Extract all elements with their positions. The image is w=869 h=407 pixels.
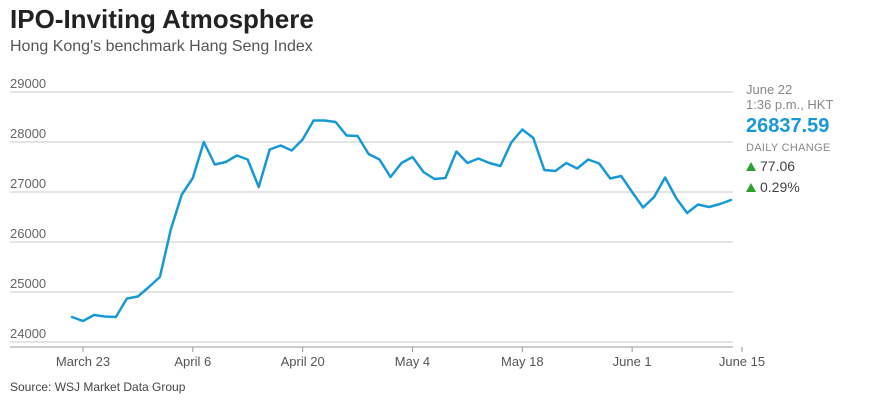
change-points: 77.06 [760, 158, 796, 174]
y-tick-label: 29000 [10, 76, 46, 91]
up-arrow-icon [746, 183, 756, 192]
y-tick-label: 24000 [10, 326, 46, 341]
summary-value: 26837.59 [746, 115, 830, 137]
x-tick-label: April 20 [281, 354, 325, 369]
y-tick-label: 26000 [10, 226, 46, 241]
summary-date: June 22 [746, 82, 793, 97]
y-tick-label: 27000 [10, 176, 46, 191]
change-points-row: 77.06 [746, 157, 866, 175]
summary-panel: June 22 1:36 p.m., HKT 26837.59 DAILY CH… [746, 82, 866, 196]
summary-time: 1:36 p.m., HKT [746, 97, 834, 112]
chart-subtitle: Hong Kong's benchmark Hang Seng Index [10, 38, 313, 55]
y-tick-label: 28000 [10, 126, 46, 141]
x-tick-label: March 23 [56, 354, 110, 369]
x-tick-label: May 4 [395, 354, 430, 369]
y-tick-label: 25000 [10, 276, 46, 291]
source-note: Source: WSJ Market Data Group [10, 380, 186, 394]
series-line [70, 119, 733, 323]
x-tick-label: June 1 [613, 354, 652, 369]
x-tick-label: May 18 [501, 354, 544, 369]
change-percent-row: 0.29% [746, 178, 866, 196]
daily-change-label: DAILY CHANGE [746, 142, 831, 154]
chart-title: IPO-Inviting Atmosphere [10, 4, 314, 34]
x-tick-label: April 6 [174, 354, 211, 369]
x-tick-label: June 15 [719, 354, 765, 369]
change-percent: 0.29% [760, 179, 800, 195]
up-arrow-icon [746, 162, 756, 171]
